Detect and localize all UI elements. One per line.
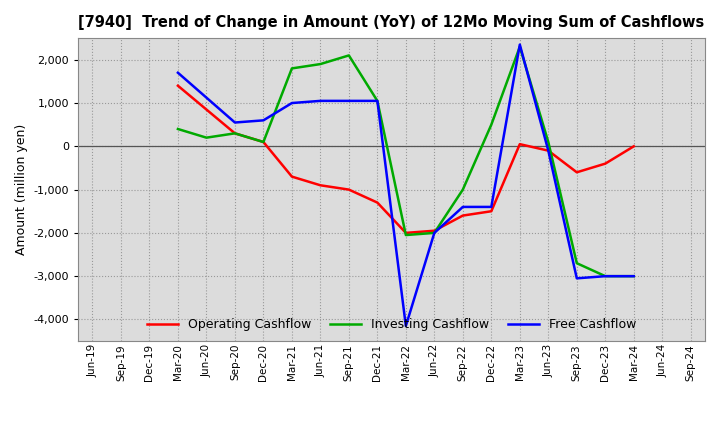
Investing Cashflow [430, 230, 438, 235]
Operating Cashflow [230, 131, 239, 136]
Operating Cashflow [516, 142, 524, 147]
Line: Investing Cashflow: Investing Cashflow [178, 47, 634, 276]
Operating Cashflow [601, 161, 610, 166]
Free Cashflow [430, 230, 438, 235]
Investing Cashflow [230, 131, 239, 136]
Free Cashflow [373, 98, 382, 103]
Operating Cashflow [629, 144, 638, 149]
Line: Free Cashflow: Free Cashflow [178, 44, 634, 326]
Free Cashflow [345, 98, 354, 103]
Operating Cashflow [259, 139, 268, 145]
Free Cashflow [629, 274, 638, 279]
Free Cashflow [287, 100, 296, 106]
Investing Cashflow [345, 53, 354, 58]
Operating Cashflow [544, 148, 553, 153]
Investing Cashflow [459, 187, 467, 192]
Investing Cashflow [544, 139, 553, 145]
Investing Cashflow [316, 62, 325, 67]
Investing Cashflow [516, 44, 524, 49]
Investing Cashflow [402, 232, 410, 238]
Free Cashflow [601, 274, 610, 279]
Operating Cashflow [287, 174, 296, 179]
Free Cashflow [230, 120, 239, 125]
Title: [7940]  Trend of Change in Amount (YoY) of 12Mo Moving Sum of Cashflows: [7940] Trend of Change in Amount (YoY) o… [78, 15, 705, 30]
Operating Cashflow [316, 183, 325, 188]
Free Cashflow [402, 323, 410, 329]
Investing Cashflow [174, 126, 182, 132]
Operating Cashflow [459, 213, 467, 218]
Line: Operating Cashflow: Operating Cashflow [178, 86, 634, 233]
Operating Cashflow [402, 230, 410, 235]
Operating Cashflow [345, 187, 354, 192]
Investing Cashflow [487, 122, 495, 127]
Free Cashflow [174, 70, 182, 75]
Operating Cashflow [487, 209, 495, 214]
Operating Cashflow [174, 83, 182, 88]
Free Cashflow [316, 98, 325, 103]
Operating Cashflow [373, 200, 382, 205]
Legend: Operating Cashflow, Investing Cashflow, Free Cashflow: Operating Cashflow, Investing Cashflow, … [142, 313, 642, 336]
Free Cashflow [544, 148, 553, 153]
Free Cashflow [572, 276, 581, 281]
Free Cashflow [459, 204, 467, 209]
Operating Cashflow [430, 228, 438, 233]
Investing Cashflow [287, 66, 296, 71]
Investing Cashflow [572, 260, 581, 266]
Investing Cashflow [601, 274, 610, 279]
Free Cashflow [259, 118, 268, 123]
Investing Cashflow [629, 274, 638, 279]
Free Cashflow [487, 204, 495, 209]
Free Cashflow [516, 42, 524, 47]
Investing Cashflow [202, 135, 211, 140]
Y-axis label: Amount (million yen): Amount (million yen) [15, 124, 28, 255]
Investing Cashflow [373, 98, 382, 103]
Operating Cashflow [572, 170, 581, 175]
Investing Cashflow [259, 139, 268, 145]
